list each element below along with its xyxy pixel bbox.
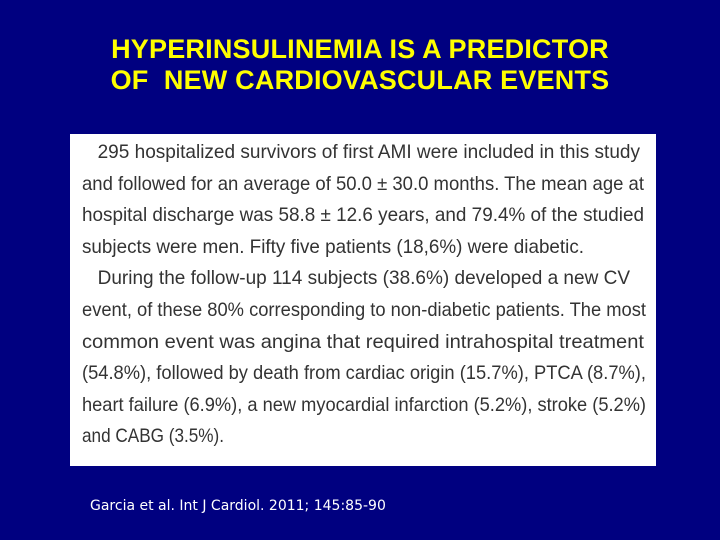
excerpt-line: (54.8%), followed by death from cardiac … [82, 362, 646, 385]
excerpt-line: 295 hospitalized survivors of first AMI … [97, 141, 641, 163]
slide-title-line-1: HYPERINSULINEMIA IS A PREDICTOR [111, 34, 609, 64]
excerpt-line: heart failure (6.9%), a new myocardial i… [82, 393, 647, 416]
excerpt-line: subjects were men. Fifty five patients (… [82, 235, 585, 258]
slide-title-line-2: OF NEW CARDIOVASCULAR EVENTS [110, 65, 610, 95]
citation: Garcia et al. Int J Cardiol. 2011; 145:8… [90, 498, 386, 514]
article-excerpt-image: 295 hospitalized survivors of first AMI … [70, 134, 656, 466]
excerpt-line: hospital discharge was 58.8 ± 12.6 years… [82, 204, 645, 227]
excerpt-line: During the follow-up 114 subjects (38.6%… [97, 267, 631, 290]
excerpt-line: and followed for an average of 50.0 ± 30… [82, 172, 644, 195]
excerpt-line: event, of these 80% corresponding to non… [82, 298, 646, 321]
excerpt-line: common event was angina that required in… [82, 330, 644, 353]
excerpt-line: and CABG (3.5%). [82, 425, 224, 448]
slide-title: HYPERINSULINEMIA IS A PREDICTOR OF NEW C… [0, 34, 720, 96]
